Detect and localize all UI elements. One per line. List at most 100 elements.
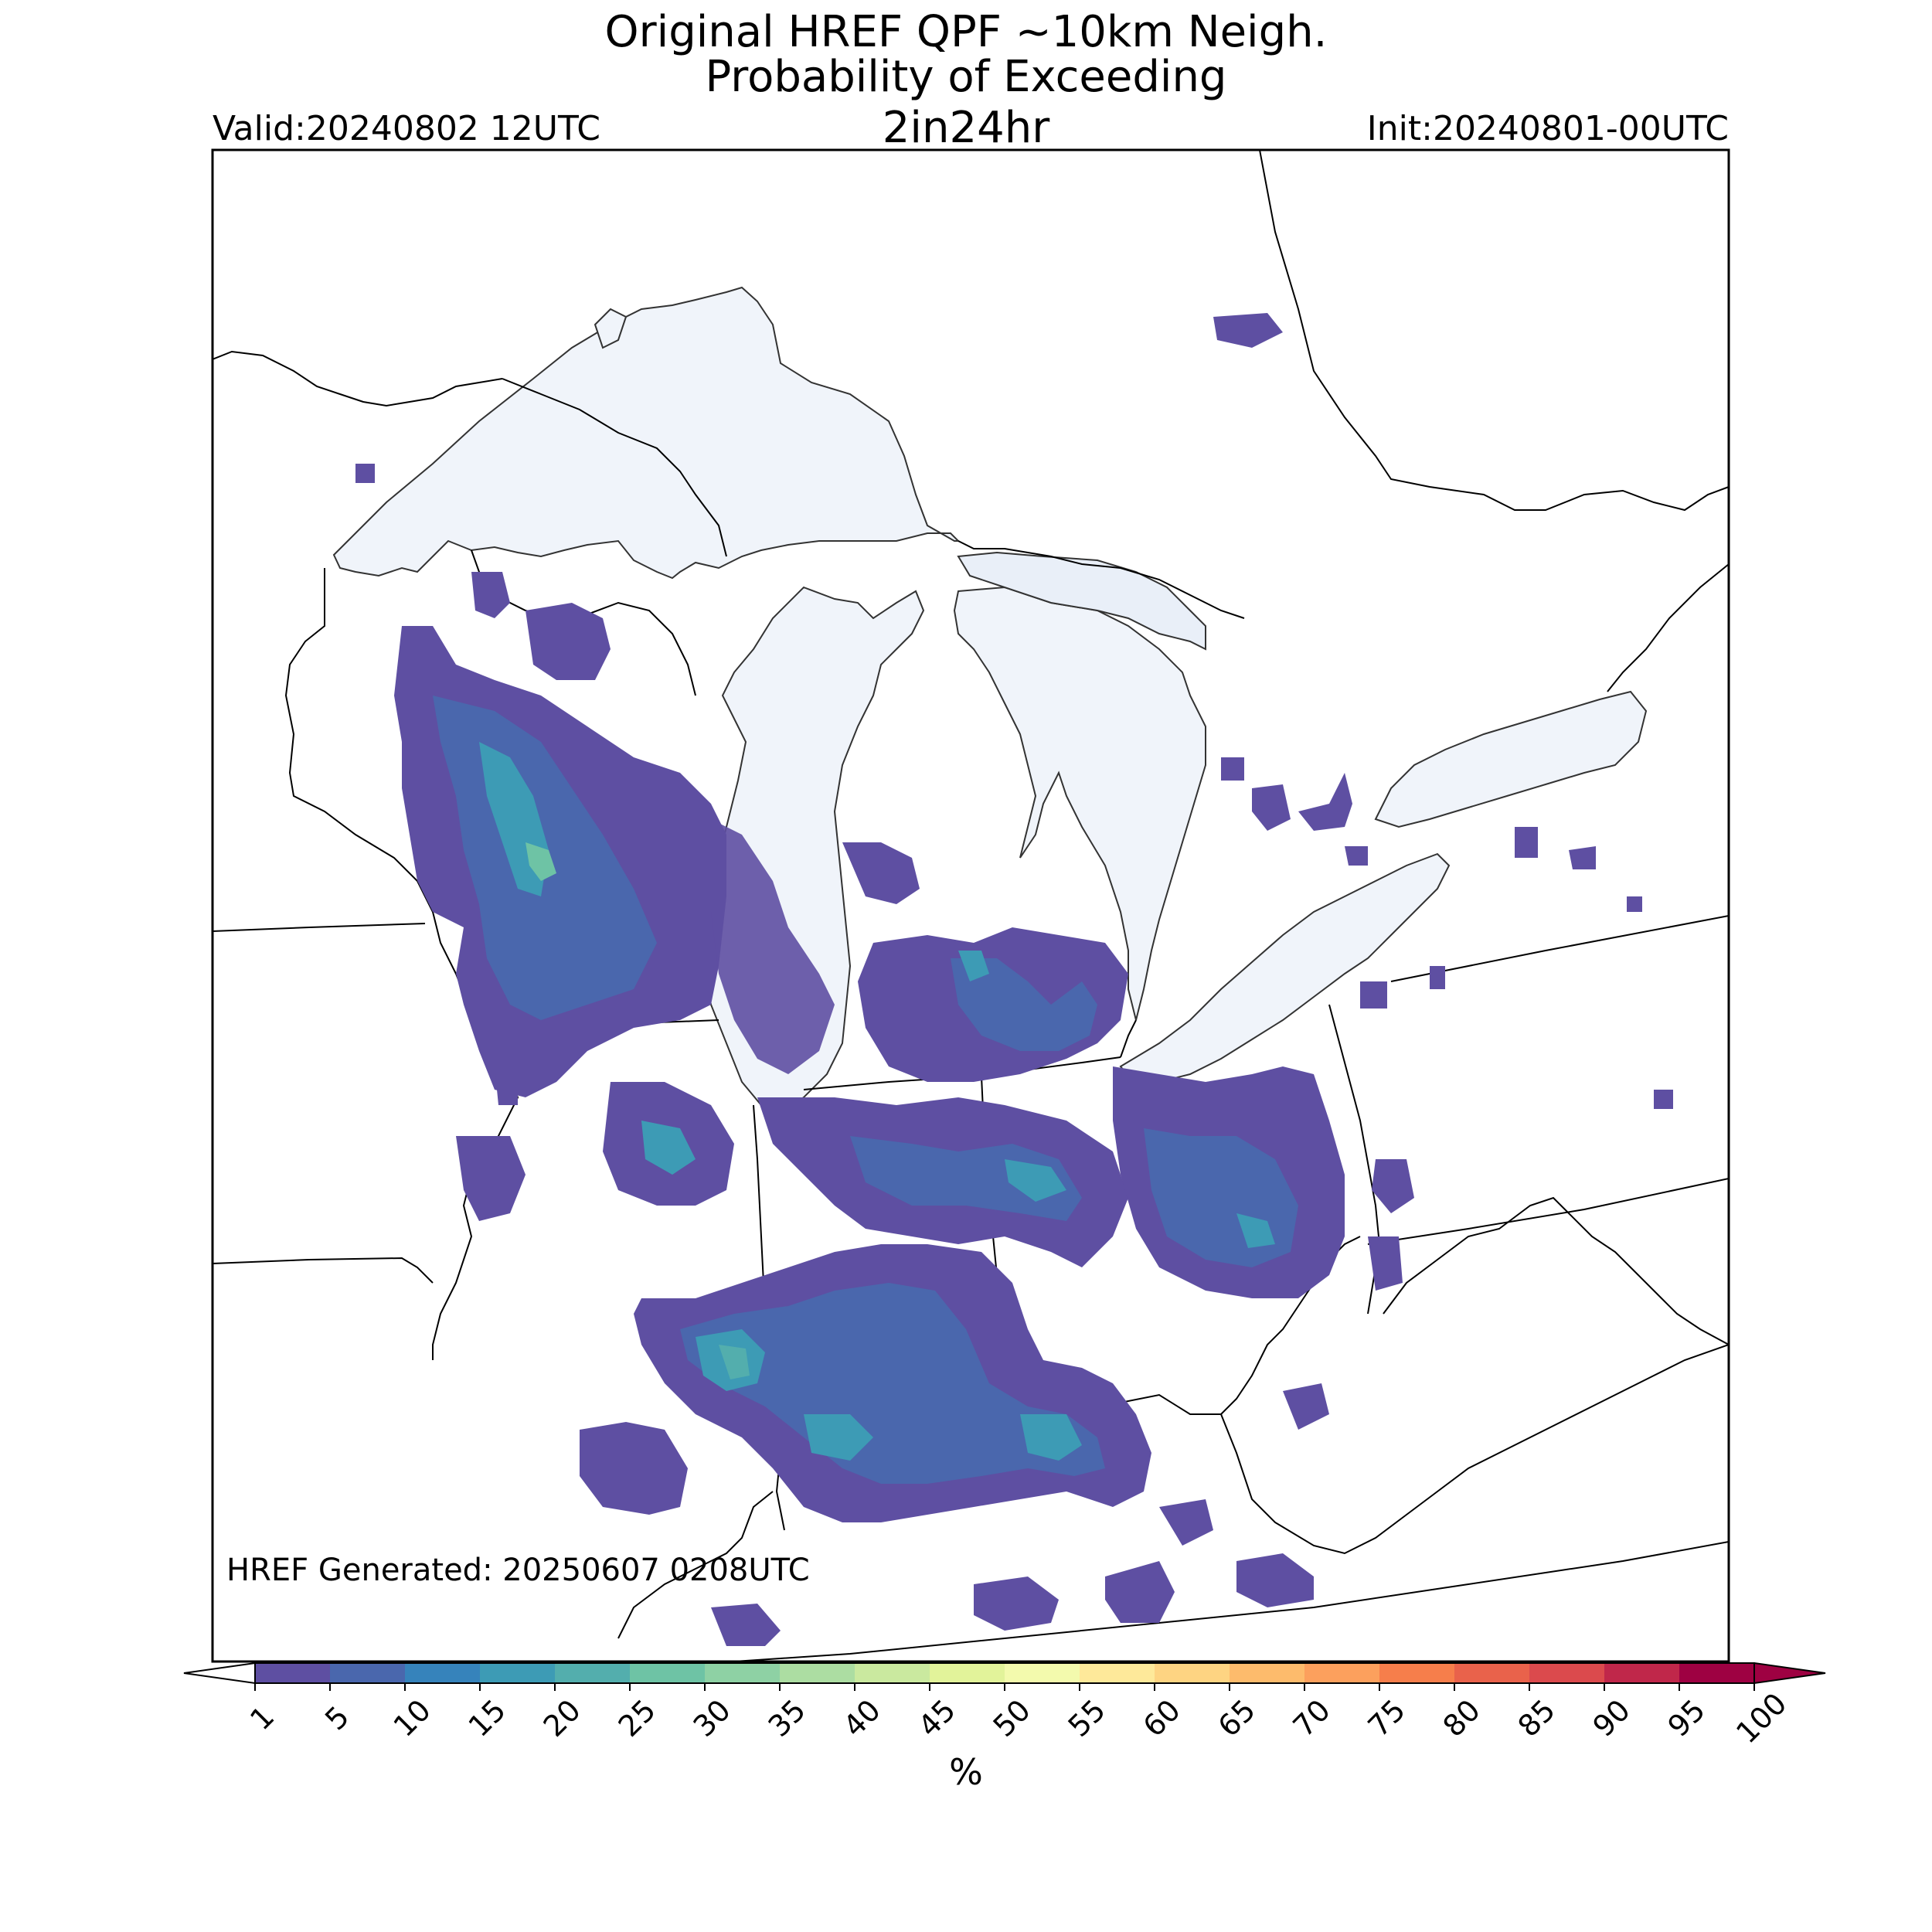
lake-superior [332,286,961,580]
colorbar-cell [930,1663,1005,1683]
prob-blob-on-6 [1360,981,1387,1009]
title-line-2: Probability of Exceeding [705,52,1227,102]
colorbar-cell [1679,1663,1755,1683]
prob-blob-mi-thumb [1221,757,1244,781]
prob-blob-pa-s [1283,1383,1329,1430]
map-panel [213,150,1729,1662]
colorbar-tick-label: 85 [1512,1693,1562,1743]
border-qc-ny [1607,563,1729,692]
colorbar-tick-label: 60 [1137,1693,1187,1743]
border-ia-mo [213,1257,434,1284]
lake-nipigon [594,308,628,349]
colorbar-cell [705,1663,781,1683]
colorbar-cell [330,1663,406,1683]
prob-blob-ny-2 [1654,1090,1673,1109]
prob-blob-wv2 [1159,1499,1213,1546]
lake-erie [1119,852,1451,1087]
prob-blob-in-core [1005,1159,1066,1202]
colorbar-cell [405,1663,481,1683]
prob-blob-on-2 [1298,773,1352,831]
colorbar: 1 5 10 15 20 25 30 35 40 45 50 55 60 65 70 75 80 85 90 95 10… [183,1662,1826,1750]
border-pa-ny [1367,1178,1729,1245]
colorbar-tick-label: 70 [1287,1693,1337,1743]
colorbar-tick-label: 5 [318,1699,355,1736]
border-us-canada-west [213,350,503,407]
border-mo-ky [617,1491,774,1639]
prob-blob-wv [1236,1553,1314,1607]
prob-blob-north-wi [471,572,510,618]
colorbar-cell [1529,1663,1605,1683]
prob-blob-w-ia [495,1066,518,1105]
colorbar-tick-label: 30 [687,1693,737,1743]
prob-blob-on-n [1213,313,1283,348]
colorbar-over-arrow [1753,1662,1826,1685]
border-mn-ia [213,923,426,932]
colorbar-tick-label: 95 [1662,1693,1712,1743]
border-on-qc [1259,150,1729,512]
generated-timestamp: HREF Generated: 20250607 0208UTC [226,1553,810,1588]
border-mi-wi [502,378,727,557]
border-mi-up [957,540,1245,619]
colorbar-tick-label: 35 [762,1693,812,1743]
georgian-bay [957,551,1206,651]
colorbar-tick-label: 75 [1362,1693,1412,1743]
colorbar-cell [555,1663,631,1683]
colorbar-tick-label: 25 [612,1693,662,1743]
colorbar-cell [855,1663,930,1683]
probability-field [355,313,1673,1646]
colorbar-tick-label: 100 [1730,1686,1793,1750]
colorbar-cell [1379,1663,1455,1683]
colorbar-cell [1005,1663,1080,1683]
colorbar-tick-label: 10 [387,1693,437,1743]
colorbar-tick-label: 65 [1212,1693,1262,1743]
prob-blob-wi-peak [526,842,556,881]
colorbar-tick-label: 90 [1587,1693,1637,1743]
border-wi-mn [284,568,480,1029]
prob-blob-lm [711,819,835,1074]
title-line-1: Original HREF QPF ~10km Neigh. [604,7,1328,57]
prob-blob-mi-inner [951,958,1097,1051]
map-frame [211,148,1730,1663]
colorbar-cell [1080,1663,1155,1683]
colorbar-tick-label: 40 [837,1693,887,1743]
colorbar-unit-label: % [949,1751,983,1793]
prob-blob-in-inner [850,1136,1082,1221]
title-line-3: 2in24hr [882,103,1050,153]
prob-blob-mn-n [355,464,375,483]
prob-blob-south-core4 [1020,1414,1082,1461]
colorbar-cell [1454,1663,1530,1683]
colorbar-tick-label: 15 [462,1693,512,1743]
prob-blob-mi-core [958,951,989,981]
prob-blob-il-n-inner [641,1121,696,1175]
colorbar-cell [780,1663,855,1683]
prob-blob-mi-north [842,842,920,904]
colorbar-tick-label: 20 [537,1693,587,1743]
border-wv-va [1383,1196,1729,1345]
colorbar-cell [1155,1663,1230,1683]
colorbar-cell [1604,1663,1680,1683]
prob-blob-oh-e [1368,1236,1403,1291]
prob-blob-sw-il [580,1422,688,1515]
prob-blob-ky [974,1577,1059,1631]
prob-blob-mo [456,1136,526,1221]
prob-blob-on-4 [1515,827,1538,858]
prob-blob-ny-1 [1430,966,1445,989]
colorbar-cell [1304,1663,1380,1683]
prob-blob-upper-wi [526,603,611,680]
border-mi-detroit [1120,1019,1137,1058]
colorbar-ticks: 1 5 10 15 20 25 30 35 40 45 50 55 60 65 70 75 80 85 90 95 10… [243,1683,1793,1750]
prob-blob-on-5 [1569,846,1596,869]
colorbar-cell [630,1663,706,1683]
border-ky-tn [733,1541,1729,1662]
colorbar-tick-label: 45 [912,1693,962,1743]
colorbar-under-arrow [183,1662,256,1685]
colorbar-tick-label: 50 [987,1693,1037,1743]
prob-blob-oh-core [1236,1213,1275,1248]
colorbar-tick-label: 55 [1062,1693,1112,1743]
border-wv-ky [1220,1344,1729,1555]
lake-huron [953,586,1206,1021]
prob-blob-on-1 [1252,784,1291,831]
colorbar-tick-label: 80 [1437,1693,1487,1743]
lake-ontario [1374,690,1648,828]
